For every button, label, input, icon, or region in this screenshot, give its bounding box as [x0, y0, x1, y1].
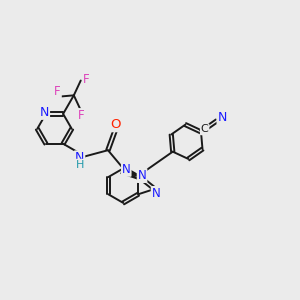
Text: N: N: [218, 111, 227, 124]
Text: N: N: [122, 163, 130, 176]
Text: C: C: [201, 124, 208, 134]
Text: N: N: [40, 106, 49, 119]
Text: H: H: [76, 160, 84, 170]
Text: F: F: [77, 109, 84, 122]
Text: F: F: [83, 73, 90, 85]
Text: O: O: [110, 118, 120, 131]
Text: N: N: [138, 169, 146, 182]
Text: N: N: [75, 152, 84, 164]
Text: N: N: [152, 187, 161, 200]
Text: F: F: [54, 85, 61, 98]
